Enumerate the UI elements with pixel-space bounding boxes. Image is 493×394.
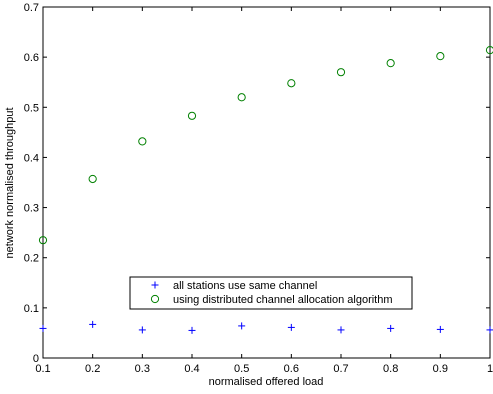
- data-point-series-0: [39, 324, 47, 332]
- data-point-series-1: [287, 79, 296, 88]
- legend-label-0: all stations use same channel: [173, 280, 317, 292]
- y-tick-label: 0: [33, 353, 39, 365]
- y-tick-label: 0.4: [24, 152, 39, 164]
- y-tick-label: 0.7: [24, 2, 39, 14]
- data-point-series-0: [287, 323, 295, 331]
- legend-box: [129, 276, 413, 310]
- x-tick-label: 0.2: [85, 363, 100, 375]
- data-point-series-0: [89, 320, 97, 328]
- data-point-series-1: [436, 52, 445, 61]
- y-tick-label: 0.5: [24, 102, 39, 114]
- x-tick-label: 0.8: [383, 363, 398, 375]
- y-axis-label: network normalised throughput: [4, 107, 16, 258]
- data-point-series-0: [138, 326, 146, 334]
- data-point-series-1: [237, 93, 246, 102]
- y-tick-label: 0.3: [24, 203, 39, 215]
- legend-marker-plus-shape: [151, 281, 159, 289]
- data-point-series-0: [238, 322, 246, 330]
- data-point-series-0: [337, 326, 345, 334]
- x-tick-label: 0.3: [135, 363, 150, 375]
- x-tick-label: 0.4: [184, 363, 199, 375]
- x-tick-label: 1: [487, 363, 493, 375]
- ticks: 0.1 0.2 0.3 0.4 0.5 0.6 0.7 0.8 0.9 100.10.20.30.…: [24, 2, 493, 375]
- legend: all stations use same channel using dist…: [129, 276, 413, 310]
- y-tick-label: 0.1: [24, 303, 39, 315]
- data-point-series-1: [138, 137, 147, 146]
- data-point-series-0: [486, 326, 493, 334]
- x-tick-label: 0.9: [433, 363, 448, 375]
- y-tick-label: 0.6: [24, 52, 39, 64]
- data-points: [38, 46, 493, 334]
- x-tick-label: 0.6: [284, 363, 299, 375]
- x-tick-label: 0.1: [35, 363, 50, 375]
- data-point-series-1: [187, 111, 197, 120]
- data-point-series-1: [485, 46, 493, 55]
- legend-marker-circle: [150, 294, 160, 304]
- x-tick-label: 0.7: [333, 363, 348, 375]
- data-point-series-1: [88, 174, 97, 184]
- legend-marker-circle-shape: [150, 294, 160, 304]
- data-point-series-0: [387, 324, 395, 332]
- y-tick-label: 0.2: [24, 253, 39, 265]
- data-point-series-0: [436, 325, 444, 333]
- x-tick-label: 0.5: [234, 363, 249, 375]
- legend-marker-plus: [151, 281, 159, 289]
- data-point-series-1: [38, 236, 48, 245]
- data-point-series-1: [336, 68, 346, 77]
- data-point-series-0: [188, 326, 196, 334]
- legend-label-1: using distributed channel allocation alg…: [173, 294, 393, 306]
- x-axis-label: normalised offered load: [209, 376, 324, 388]
- data-point-series-1: [386, 59, 395, 68]
